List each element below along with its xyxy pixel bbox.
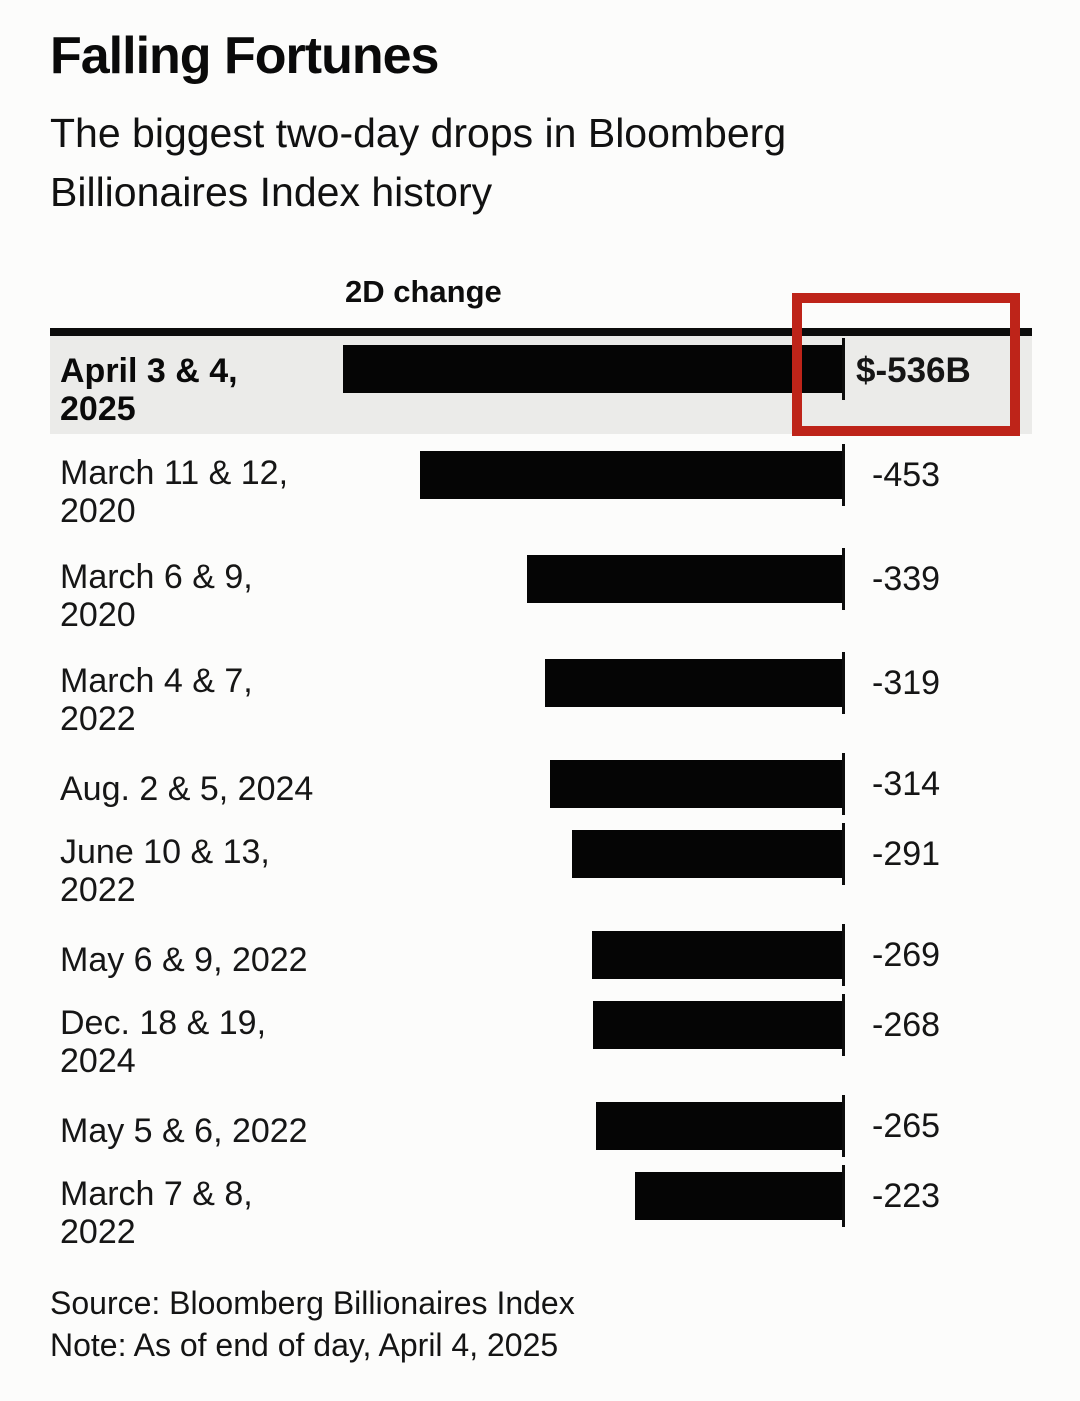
chart-row: March 11 & 12, 2020 -453 [50, 434, 1032, 538]
category-label-line: March 6 & 9, [60, 558, 253, 596]
chart-footer: Source: Bloomberg Billionaires Index Not… [50, 1282, 575, 1366]
bar [592, 931, 843, 979]
axis-tick [842, 823, 845, 885]
chart-row: May 5 & 6, 2022 -265 [50, 1088, 1032, 1157]
axis-tick [842, 994, 845, 1056]
axis-tick [842, 652, 845, 714]
chart-title: Falling Fortunes [50, 27, 439, 85]
chart-row: March 7 & 8, 2022 -223 [50, 1155, 1032, 1259]
axis-tick [842, 548, 845, 610]
category-label-line: May 5 & 6, 2022 [60, 1112, 308, 1150]
category-label-line: 2024 [60, 1042, 136, 1080]
category-label-line: May 6 & 9, 2022 [60, 941, 308, 979]
category-label-line: 2022 [60, 1213, 136, 1251]
bar [550, 760, 843, 808]
chart-subtitle: The biggest two-day drops in Bloomberg B… [50, 104, 786, 222]
category-label: March 6 & 9, 2020 [60, 558, 253, 634]
axis-tick [842, 924, 845, 986]
value-label: $-536B [856, 351, 971, 390]
value-label: -268 [872, 1006, 941, 1044]
chart-row: June 10 & 13, 2022 -291 [50, 813, 1032, 917]
chart-row: Dec. 18 & 19, 2024 -268 [50, 984, 1032, 1088]
source-line: Source: Bloomberg Billionaires Index [50, 1285, 575, 1321]
category-label-line: Dec. 18 & 19, [60, 1004, 267, 1042]
category-label-line: 2020 [60, 492, 136, 530]
value-label: -223 [872, 1177, 941, 1215]
category-label-line: 2020 [60, 596, 136, 634]
value-label: -265 [872, 1107, 941, 1145]
axis-tick [842, 1165, 845, 1227]
chart-subtitle-line-1: The biggest two-day drops in Bloomberg [50, 110, 787, 156]
category-label: March 4 & 7, 2022 [60, 662, 253, 738]
bar [593, 1001, 843, 1049]
bar [635, 1172, 843, 1220]
category-label: May 6 & 9, 2022 [60, 941, 308, 979]
category-label-line: March 4 & 7, [60, 662, 253, 700]
category-label: Aug. 2 & 5, 2024 [60, 770, 313, 808]
category-label-line: 2022 [60, 700, 136, 738]
category-label-line: June 10 & 13, [60, 833, 270, 871]
category-label-line: 2025 [60, 390, 136, 428]
value-label: -319 [872, 664, 941, 702]
axis-tick [842, 1095, 845, 1157]
category-label-line: Aug. 2 & 5, 2024 [60, 770, 314, 808]
category-label: Dec. 18 & 19, 2024 [60, 1004, 266, 1080]
value-column-header: 2D change [345, 274, 502, 309]
bar [596, 1102, 843, 1150]
chart-row: May 6 & 9, 2022 -269 [50, 917, 1032, 986]
bar [527, 555, 843, 603]
chart-row: Aug. 2 & 5, 2024 -314 [50, 746, 1032, 815]
value-label: -291 [872, 835, 941, 873]
note-line: Note: As of end of day, April 4, 2025 [50, 1327, 559, 1363]
table-top-rule [50, 328, 1032, 336]
category-label: May 5 & 6, 2022 [60, 1112, 308, 1150]
chart-row: April 3 & 4, 2025 $-536B [50, 336, 1032, 434]
category-label: March 11 & 12, 2020 [60, 454, 288, 530]
bar-chart-rows: April 3 & 4, 2025 $-536B March 11 & 12, 20… [50, 336, 1032, 1259]
axis-tick [842, 338, 845, 400]
axis-tick [842, 444, 845, 506]
category-label: March 7 & 8, 2022 [60, 1175, 253, 1251]
value-label: -453 [872, 456, 941, 494]
category-label-line: April 3 & 4, [60, 352, 238, 390]
chart-row: March 4 & 7, 2022 -319 [50, 642, 1032, 746]
category-label-line: 2022 [60, 871, 136, 909]
value-label: -269 [872, 936, 941, 974]
bar [343, 345, 843, 393]
bar [572, 830, 843, 878]
category-label-line: March 11 & 12, [60, 454, 289, 492]
bar [420, 451, 843, 499]
chart-row: March 6 & 9, 2020 -339 [50, 538, 1032, 642]
axis-tick [842, 753, 845, 815]
chart-subtitle-line-2: Billionaires Index history [50, 169, 493, 215]
bar [545, 659, 843, 707]
value-label: -314 [872, 765, 941, 803]
category-label: April 3 & 4, 2025 [60, 352, 238, 428]
category-label-line: March 7 & 8, [60, 1175, 253, 1213]
category-label: June 10 & 13, 2022 [60, 833, 270, 909]
value-label: -339 [872, 560, 941, 598]
